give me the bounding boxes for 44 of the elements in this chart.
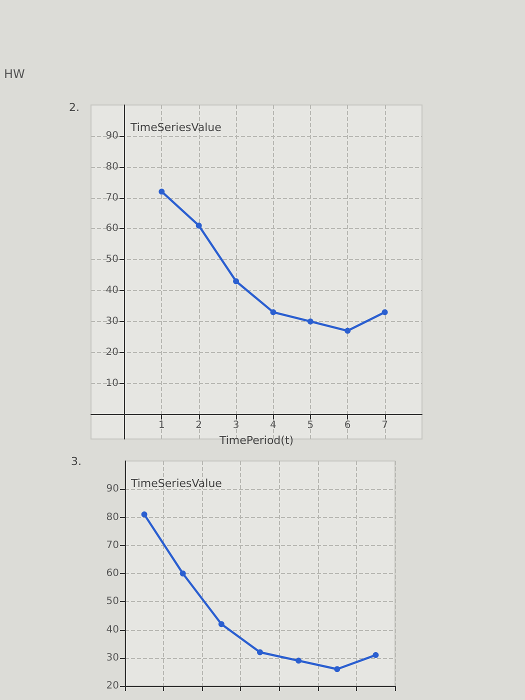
chart-title: 2.: [69, 101, 80, 114]
point: [196, 222, 202, 229]
y-tick-label: 70: [106, 540, 119, 551]
point: [158, 188, 165, 195]
point: [180, 570, 186, 576]
y-tick-label: 20: [106, 680, 119, 692]
y-tick-label: 60: [106, 568, 119, 579]
x-tick-label: 4: [270, 420, 276, 431]
y-tick-label: 30: [106, 316, 118, 327]
x-tick-label: 3: [232, 420, 240, 431]
point: [307, 318, 314, 324]
y-tick-label: 20: [106, 346, 118, 358]
y-tick-label: 40: [106, 285, 118, 296]
y-tick-label: 10: [106, 378, 118, 389]
point: [372, 652, 379, 658]
point: [334, 666, 340, 672]
text: HW: [4, 67, 26, 81]
y-tick-label: 50: [106, 254, 118, 266]
y-tick-label: 50: [106, 596, 119, 608]
point: [141, 511, 148, 518]
x-axis-title: TimePeriod(t): [218, 434, 294, 448]
y-tick-label: 40: [106, 624, 119, 636]
y-tick-label: 60: [106, 223, 118, 234]
y-tick-label: 90: [106, 130, 118, 142]
x-tick-label: 1: [158, 420, 165, 431]
point: [233, 278, 240, 284]
y-tick-label: 80: [106, 161, 118, 172]
y-tick-label: 30: [106, 652, 119, 664]
point: [218, 621, 224, 628]
point: [382, 309, 388, 316]
point: [344, 328, 351, 334]
point: [257, 649, 263, 656]
x-tick-label: 6: [344, 420, 351, 431]
point: [296, 658, 302, 664]
y-tick-label: 70: [106, 192, 118, 204]
x-tick-label: 5: [307, 420, 314, 431]
x-tick-label: 7: [382, 420, 388, 431]
x-tick-label: 2: [196, 420, 202, 431]
y-tick-label: 90: [106, 484, 119, 495]
y-axis-title: TimeSeriesValue: [129, 121, 222, 134]
y-tick-label: 80: [106, 512, 119, 523]
y-axis-title: TimeSeriesValue: [130, 477, 222, 490]
point: [270, 309, 276, 316]
chart-title: 3.: [71, 455, 82, 468]
